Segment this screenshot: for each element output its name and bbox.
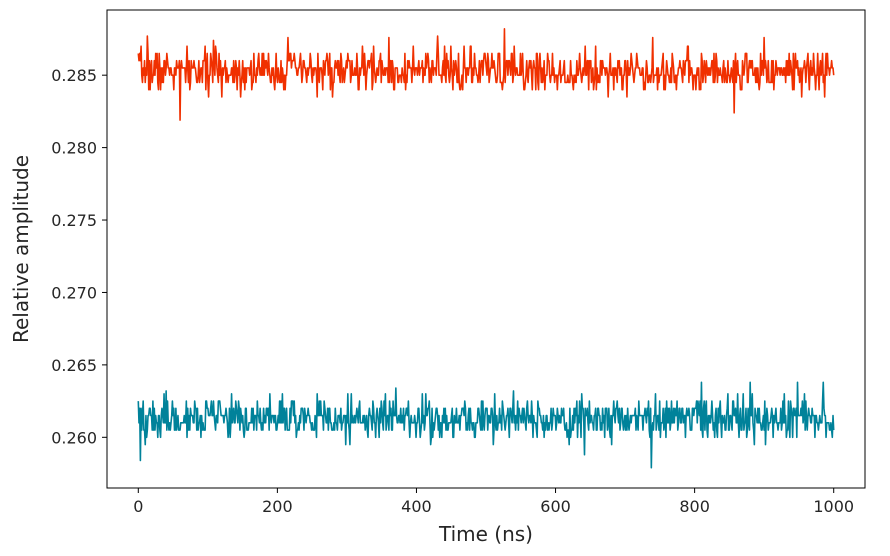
x-tick-label: 400 xyxy=(401,497,432,516)
y-tick-label: 0.285 xyxy=(51,66,97,85)
x-tick-label: 0 xyxy=(133,497,143,516)
y-tick-label: 0.280 xyxy=(51,139,97,158)
axes: 0 200 400 600 800 1000 0.260 0.265 0.270 0.275 0.2… xyxy=(51,66,854,516)
x-axis-label: Time (ns) xyxy=(438,522,533,546)
y-axis-label: Relative amplitude xyxy=(9,155,33,343)
plot-frame xyxy=(106,9,866,489)
x-tick-label: 600 xyxy=(540,497,571,516)
series-line-0 xyxy=(137,28,835,121)
y-tick-label: 0.270 xyxy=(51,283,97,302)
y-tick-label: 0.275 xyxy=(51,211,97,230)
y-tick-label: 0.260 xyxy=(51,428,97,447)
x-tick-label: 800 xyxy=(679,497,710,516)
x-tick-label: 1000 xyxy=(813,497,854,516)
series-line-1 xyxy=(137,381,835,469)
plot-area xyxy=(137,28,835,469)
x-tick-label: 200 xyxy=(262,497,293,516)
y-tick-label: 0.265 xyxy=(51,356,97,375)
